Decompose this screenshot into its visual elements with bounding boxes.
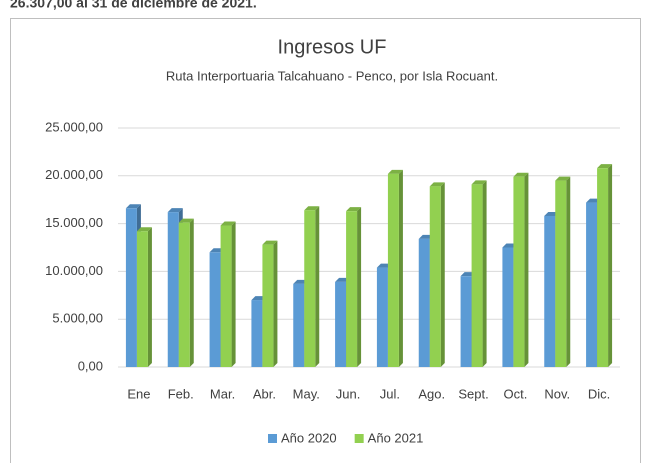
y-tick-label: 15.000,00: [45, 215, 103, 230]
legend-label: Año 2020: [281, 430, 337, 445]
bar-front: [387, 173, 399, 367]
bar-side: [189, 218, 194, 367]
bar-side: [315, 206, 320, 367]
x-tick-label: Dic.: [588, 386, 610, 401]
bar-front: [586, 202, 598, 367]
bar-front: [125, 208, 137, 367]
bar: [555, 176, 571, 367]
bar-front: [209, 252, 221, 367]
x-tick-label: Sept.: [458, 386, 488, 401]
x-tick-label: May.: [293, 386, 320, 401]
bar-side: [231, 221, 236, 367]
bar: [597, 164, 613, 367]
bar: [220, 221, 236, 367]
bar-top: [555, 176, 571, 181]
y-tick-label: 20.000,00: [45, 167, 103, 182]
bar-top: [471, 180, 487, 185]
bar-front: [346, 211, 358, 367]
bar-front: [136, 231, 148, 367]
y-tick-label: 10.000,00: [45, 263, 103, 278]
bar-front: [513, 176, 525, 367]
bar-top: [304, 206, 320, 211]
bar-front: [471, 184, 483, 367]
bar-top: [513, 172, 529, 177]
x-tick-label: Jun.: [336, 386, 361, 401]
y-tick-label: 25.000,00: [45, 119, 103, 134]
legend-swatch: [354, 434, 364, 443]
bar-side: [357, 207, 362, 367]
bar-front: [167, 212, 179, 367]
x-tick-label: Abr.: [253, 386, 276, 401]
y-tick-label: 0,00: [78, 358, 103, 373]
x-tick-label: Ene: [127, 386, 150, 401]
bar-side: [566, 176, 571, 367]
bar-side: [524, 172, 529, 367]
bar-front: [460, 276, 472, 367]
bar-top: [346, 207, 362, 212]
bar: [304, 206, 320, 367]
bar-front: [597, 168, 609, 367]
bar: [346, 207, 362, 367]
x-tick-label: Ago.: [418, 386, 445, 401]
y-tick-label: 5.000,00: [52, 311, 103, 326]
legend-swatch: [268, 434, 277, 443]
bar-top: [597, 164, 613, 169]
bar-front: [502, 247, 514, 367]
bar: [387, 169, 403, 367]
bar: [429, 182, 445, 367]
bar-top: [262, 240, 278, 245]
bar-top: [387, 169, 403, 174]
bar-front: [293, 283, 305, 367]
bar-front: [262, 244, 274, 367]
bar-side: [608, 164, 613, 367]
legend-label: Año 2021: [368, 430, 424, 445]
bar-front: [251, 300, 263, 367]
header-text: 26.307,00 al 31 de diciembre de 2021.: [10, 0, 257, 11]
bar-side: [440, 182, 445, 367]
bar-top: [429, 182, 445, 187]
bar-side: [482, 180, 487, 367]
x-tick-label: Feb.: [168, 386, 194, 401]
bar-front: [544, 215, 556, 367]
bar: [136, 227, 152, 367]
chart-border: [10, 18, 641, 463]
bar-top: [220, 221, 236, 226]
chart-title: Ingresos UF: [278, 36, 387, 58]
bar-side: [398, 169, 403, 367]
bar-front: [376, 267, 388, 367]
bar: [513, 172, 529, 367]
x-tick-label: Mar.: [210, 386, 235, 401]
x-tick-label: Nov.: [544, 386, 570, 401]
bar-front: [335, 281, 347, 367]
bar-side: [147, 227, 152, 367]
x-tick-label: Oct.: [503, 386, 527, 401]
bar-top: [178, 218, 194, 223]
bar-side: [273, 240, 278, 367]
bar-front: [555, 180, 567, 367]
bar-front: [418, 238, 430, 367]
bar: [178, 218, 194, 367]
bar-front: [220, 225, 232, 367]
bar: [471, 180, 487, 367]
bar: [262, 240, 278, 367]
bar-front: [304, 210, 316, 367]
bar-front: [429, 186, 441, 367]
bar-top: [167, 208, 183, 213]
chart-subtitle: Ruta Interportuaria Talcahuano - Penco, …: [166, 68, 498, 83]
x-tick-label: Jul.: [380, 386, 400, 401]
bar-top: [136, 227, 152, 232]
bar-top: [125, 204, 141, 209]
bar-front: [178, 222, 190, 367]
